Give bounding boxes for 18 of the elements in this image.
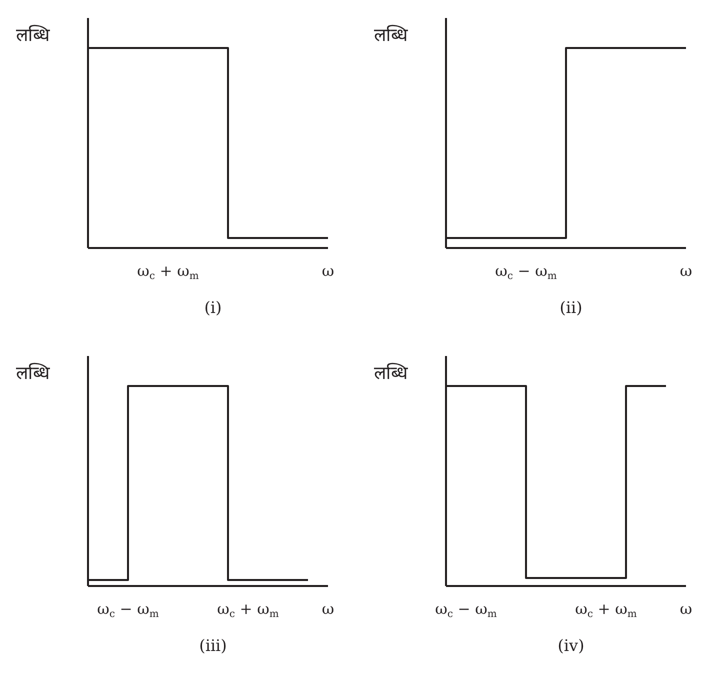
x-tick-label: ω$_{c}$ − ω$_{m}$ xyxy=(97,600,160,620)
x-tick-label: ω xyxy=(680,600,692,618)
y-axis-title: लब्धि xyxy=(374,24,408,46)
text: (iii) xyxy=(198,636,228,655)
y-axis-title: लब्धि xyxy=(16,362,50,384)
x-tick-label: ω xyxy=(680,262,692,280)
x-tick-label: ω$_{c}$ + ω$_{m}$ xyxy=(137,262,200,282)
x-tick-label: ω$_{c}$ − ω$_{m}$ xyxy=(495,262,558,282)
y-axis-title: लब्धि xyxy=(16,24,50,46)
text: (ii) xyxy=(558,298,584,317)
x-tick-label: ω$_{c}$ − ω$_{m}$ xyxy=(435,600,498,620)
x-tick-label: ω$_{c}$ + ω$_{m}$ xyxy=(575,600,638,620)
x-tick-label: ω$_{c}$ + ω$_{m}$ xyxy=(217,600,280,620)
text: (iv) xyxy=(556,636,586,655)
y-axis-title: लब्धि xyxy=(374,362,408,384)
x-tick-label: ω xyxy=(322,600,334,618)
text: (i) xyxy=(203,298,223,317)
x-tick-label: ω xyxy=(322,262,334,280)
